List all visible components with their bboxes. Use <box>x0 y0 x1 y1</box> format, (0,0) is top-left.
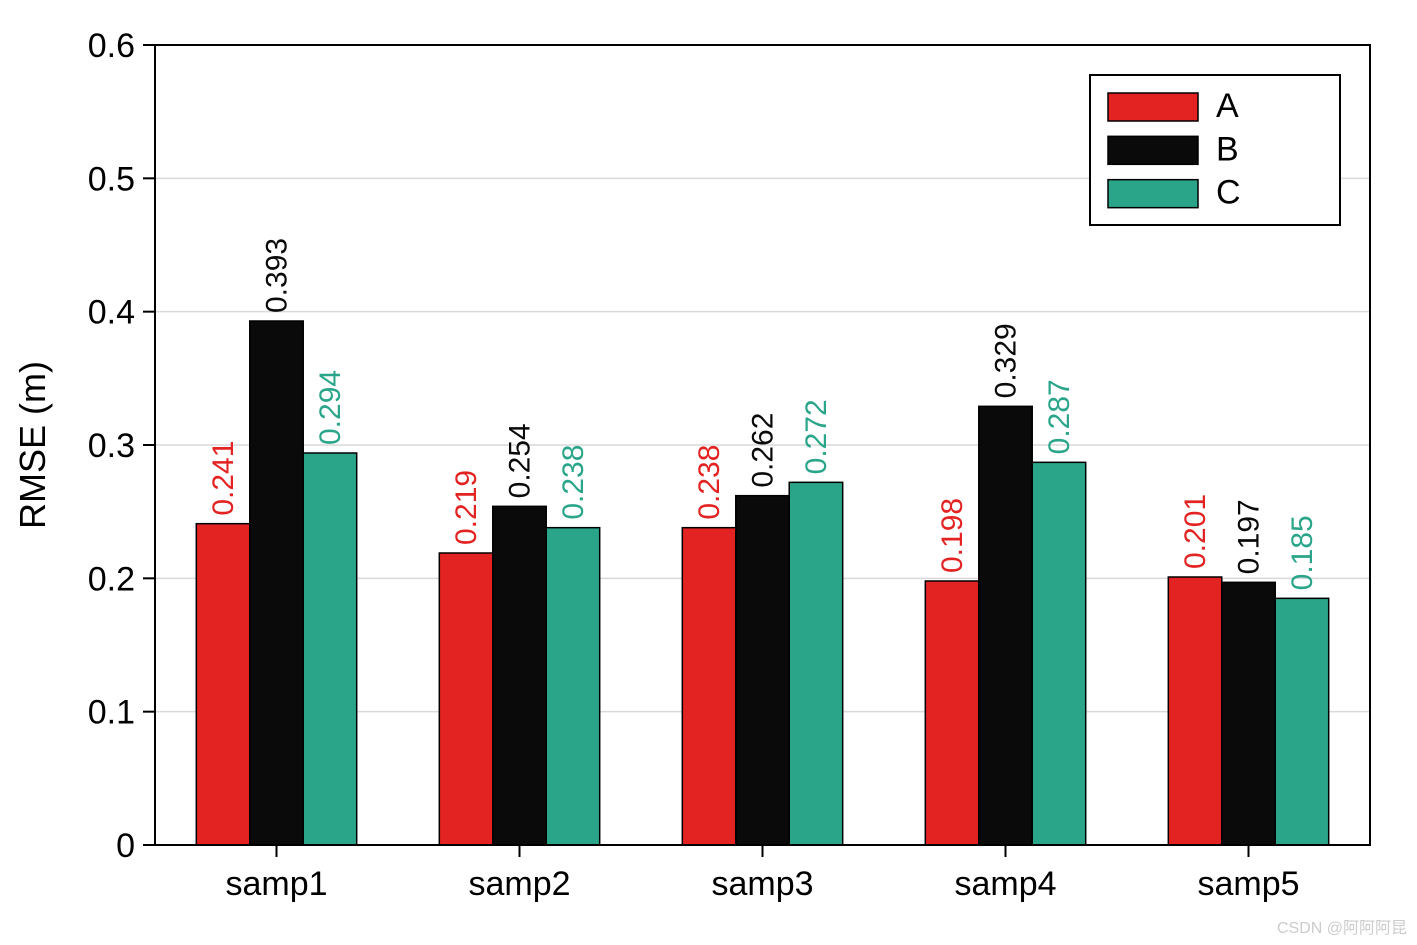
bar-value-label: 0.294 <box>314 370 347 445</box>
bar-value-label: 0.241 <box>207 441 240 516</box>
bar-value-label: 0.238 <box>693 445 726 520</box>
x-tick-label: samp2 <box>468 865 570 903</box>
y-tick-label: 0.1 <box>88 694 135 732</box>
x-tick-label: samp4 <box>954 865 1056 903</box>
bar-value-label: 0.254 <box>504 423 537 498</box>
y-tick-label: 0.2 <box>88 560 135 598</box>
bar-samp5-B <box>1222 582 1275 845</box>
bar-samp3-C <box>789 482 842 845</box>
legend-label-B: B <box>1216 130 1239 168</box>
bar-samp4-A <box>925 581 978 845</box>
legend-swatch-B <box>1108 136 1198 164</box>
bar-samp2-B <box>493 506 546 845</box>
legend-swatch-A <box>1108 93 1198 121</box>
bar-value-label: 0.287 <box>1043 379 1076 454</box>
bar-samp1-A <box>196 524 249 845</box>
legend-label-C: C <box>1216 174 1241 212</box>
bar-value-label: 0.272 <box>800 399 833 474</box>
bar-samp3-A <box>682 528 735 845</box>
bar-samp2-A <box>439 553 492 845</box>
y-tick-label: 0.6 <box>88 27 135 65</box>
bar-value-label: 0.219 <box>450 470 483 545</box>
watermark: CSDN @阿阿阿昆 <box>1277 919 1407 937</box>
bar-samp3-B <box>736 496 789 845</box>
bar-samp1-C <box>303 453 356 845</box>
bar-samp4-C <box>1032 462 1085 845</box>
y-axis-label: RMSE (m) <box>12 361 53 529</box>
x-tick-label: samp3 <box>711 865 813 903</box>
bar-value-label: 0.201 <box>1179 494 1212 569</box>
y-tick-label: 0 <box>116 827 135 865</box>
y-tick-label: 0.3 <box>88 427 135 465</box>
bar-samp1-B <box>250 321 303 845</box>
bar-value-label: 0.197 <box>1233 499 1266 574</box>
bar-samp5-A <box>1168 577 1221 845</box>
bar-value-label: 0.198 <box>936 498 969 573</box>
x-tick-label: samp5 <box>1197 865 1299 903</box>
bar-samp5-C <box>1275 598 1328 845</box>
bar-value-label: 0.185 <box>1286 515 1319 590</box>
bar-value-label: 0.262 <box>747 413 780 488</box>
bar-samp4-B <box>979 406 1032 845</box>
bar-value-label: 0.393 <box>261 238 294 313</box>
bar-value-label: 0.329 <box>990 323 1023 398</box>
legend-label-A: A <box>1216 87 1239 125</box>
legend-swatch-C <box>1108 180 1198 208</box>
y-tick-label: 0.5 <box>88 160 135 198</box>
bar-samp2-C <box>546 528 599 845</box>
bar-value-label: 0.238 <box>557 445 590 520</box>
x-tick-label: samp1 <box>225 865 327 903</box>
bar-chart: 0 0.1 0.2 0.3 0.4 0.5 0.6 samp1 0.241 0.393 0.294 s… <box>0 0 1417 945</box>
y-tick-label: 0.4 <box>88 294 135 332</box>
